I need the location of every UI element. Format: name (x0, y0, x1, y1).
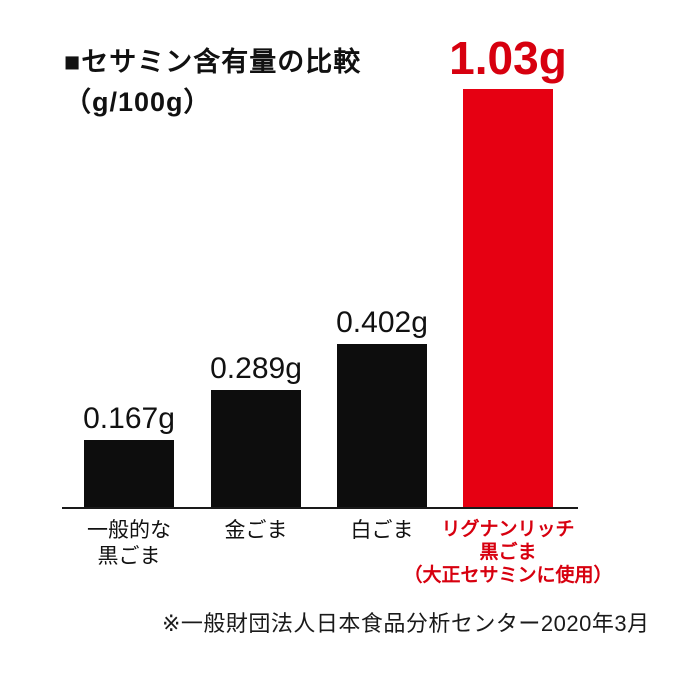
category-label-line: 金ごま (224, 519, 288, 542)
bar-4-value-label: 1.03g (449, 32, 567, 85)
bar-2-value-label: 0.289g (210, 352, 302, 385)
category-label-line: 白ごま (350, 519, 414, 542)
bar-4-highlight (463, 89, 553, 508)
category-label-line: 一般的な (87, 519, 171, 542)
chart-title: ■セサミン含有量の比較 （g/100g） (64, 42, 361, 122)
chart-title-line2: （g/100g） (64, 87, 212, 117)
category-label-line: （大正セサミンに使用） (403, 565, 613, 586)
bar-3-value-label: 0.402g (336, 306, 428, 339)
bar-2 (211, 390, 301, 508)
bar-1-value-label: 0.167g (83, 402, 175, 435)
category-label-line: 黒ごま (97, 545, 161, 568)
bar-3-category-label: 白ごま (351, 518, 414, 544)
bar-2-category-label: 金ごま (225, 518, 288, 544)
chart-title-line1: ■セサミン含有量の比較 (64, 47, 362, 77)
category-label-line: 黒ごま (479, 542, 537, 563)
category-label-line: リグナンリッチ (441, 519, 575, 540)
bar-4-category-label: リグナンリッチ 黒ごま （大正セサミンに使用） (403, 518, 612, 587)
x-axis-line (62, 507, 578, 509)
bar-1-category-label: 一般的な 黒ごま (87, 518, 171, 570)
bar-3 (337, 344, 427, 508)
source-footnote: ※一般財団法人日本食品分析センター2020年3月 (162, 611, 650, 636)
bar-1 (84, 440, 174, 508)
